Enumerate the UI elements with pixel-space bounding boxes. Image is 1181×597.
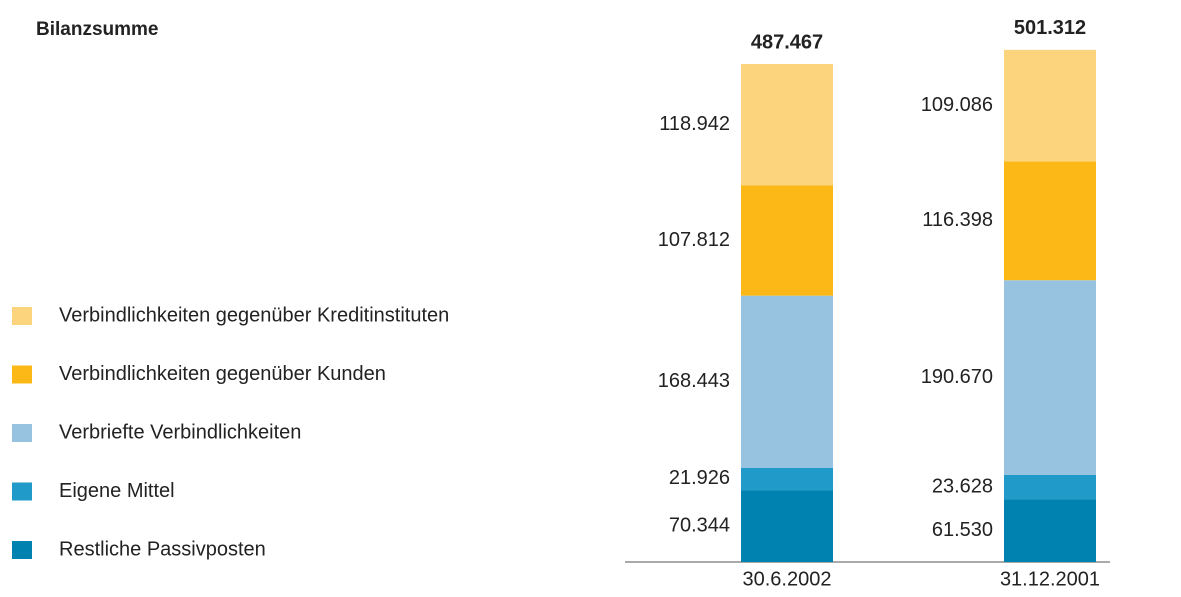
- legend-swatch: [12, 365, 32, 384]
- value-label: 118.942: [659, 113, 730, 135]
- chart-title: Bilanzsumme: [36, 19, 158, 40]
- value-label: 61.530: [932, 519, 993, 541]
- bar-segment: [1004, 161, 1096, 281]
- legend-swatch: [12, 541, 32, 559]
- value-label: 116.398: [922, 209, 993, 231]
- bar-segment: [741, 295, 833, 468]
- value-label: 70.344: [669, 514, 730, 536]
- bar-segment: [741, 490, 833, 562]
- legend-label: Verbindlichkeiten gegenüber Kreditinstit…: [59, 304, 449, 326]
- bar-segment: [741, 185, 833, 296]
- x-tick-label: 30.6.2002: [743, 568, 832, 590]
- legend-label: Restliche Passivposten: [59, 538, 266, 560]
- total-label: 501.312: [1014, 17, 1086, 39]
- value-label: 190.670: [921, 366, 993, 388]
- value-label: 168.443: [658, 370, 730, 392]
- value-label: 23.628: [932, 475, 993, 497]
- bar-segment: [1004, 49, 1096, 162]
- value-label: 109.086: [921, 94, 993, 116]
- bar-segment: [1004, 499, 1096, 562]
- legend-swatch: [12, 424, 32, 442]
- legend-label: Verbriefte Verbindlichkeiten: [59, 421, 301, 443]
- x-tick-label: 31.12.2001: [1000, 568, 1100, 590]
- bar-segment: [1004, 280, 1096, 476]
- legend-label: Eigene Mittel: [59, 480, 175, 502]
- total-label: 487.467: [751, 31, 823, 53]
- bar-segment: [741, 64, 833, 186]
- bar-segment: [1004, 475, 1096, 500]
- value-label: 21.926: [669, 467, 730, 489]
- legend-label: Verbindlichkeiten gegenüber Kunden: [59, 363, 386, 385]
- legend-swatch: [12, 482, 32, 501]
- bar-segment: [741, 467, 833, 491]
- value-label: 107.812: [658, 229, 730, 251]
- legend-swatch: [12, 307, 32, 325]
